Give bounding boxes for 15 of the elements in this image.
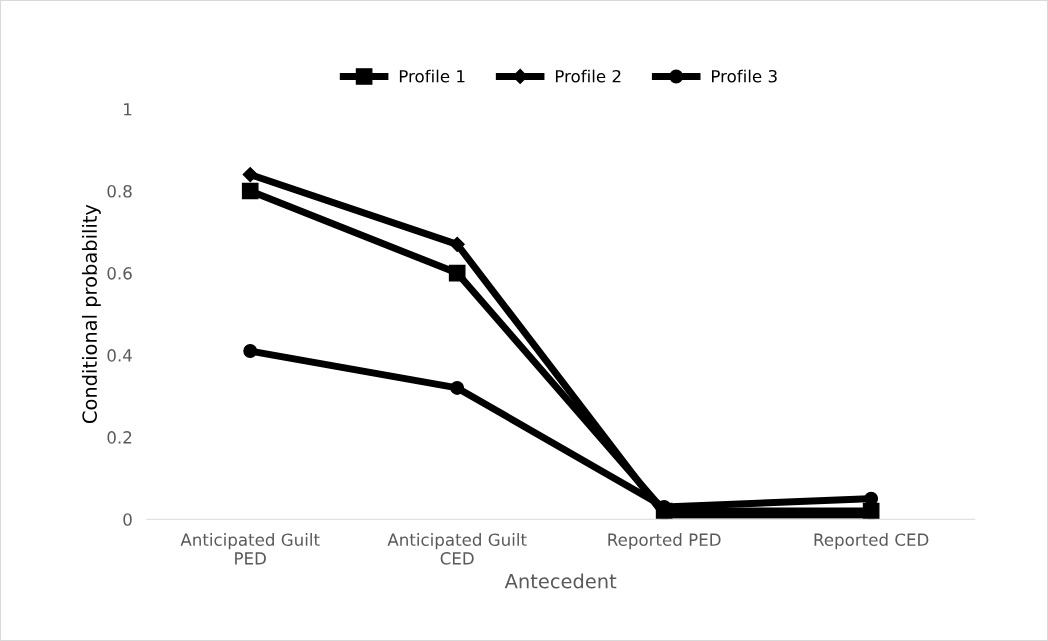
y-tick-label: 0.8 bbox=[107, 184, 132, 198]
x-tick-label: Reported PED bbox=[608, 533, 721, 550]
x-tick-label: Reported CED bbox=[814, 533, 929, 550]
legend-label: Profile 2 bbox=[555, 69, 621, 83]
y-tick-label: 0 bbox=[123, 513, 132, 526]
x-axis-title: Antecedent bbox=[504, 573, 617, 589]
legend-label: Profile 1 bbox=[399, 69, 465, 83]
y-tick-label: 0.6 bbox=[107, 267, 132, 280]
legend-label: Profile 3 bbox=[712, 69, 777, 83]
y-tick-label: 0.4 bbox=[107, 349, 132, 362]
x-tick-label: Anticipated Guilt CED bbox=[387, 533, 527, 565]
y-tick-label: 1 bbox=[124, 103, 132, 116]
y-tick-label: 0.2 bbox=[107, 431, 132, 444]
x-tick-label: Anticipated Guilt PED bbox=[180, 533, 320, 565]
y-axis-title: Conditional probability bbox=[81, 204, 101, 424]
